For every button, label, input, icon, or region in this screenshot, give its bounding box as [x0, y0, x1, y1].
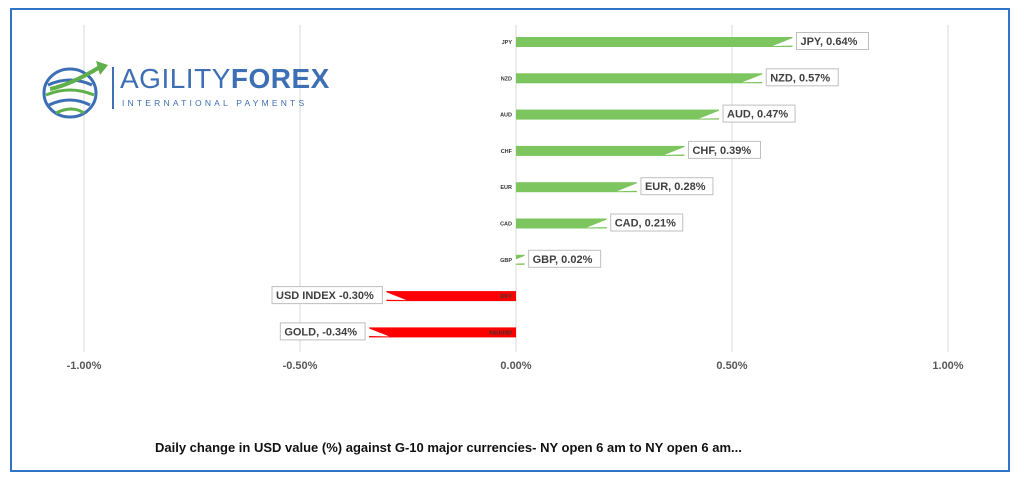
bar	[516, 218, 607, 229]
category-label: EUR	[500, 185, 512, 191]
data-label: AUD, 0.47%	[727, 109, 788, 121]
data-label-box	[640, 177, 714, 196]
logo-brand-part1: AGILITY	[120, 63, 231, 94]
globe-icon	[42, 61, 108, 119]
data-label-box	[279, 322, 366, 341]
data-label-box	[271, 286, 383, 305]
label-pointer	[699, 109, 724, 119]
bar	[516, 182, 637, 193]
data-label-box	[528, 249, 602, 268]
label-pointer	[616, 181, 641, 192]
data-label-box	[610, 213, 684, 232]
data-label: GBP, 0.02%	[533, 254, 593, 266]
category-label: DXY	[501, 294, 513, 300]
bar	[386, 291, 516, 302]
logo-brand-part2: FOREX	[230, 63, 330, 94]
agility-forex-logo: AGILITYFOREX INTERNATIONAL PAYMENTS	[40, 55, 329, 125]
category-label: XAUUSD	[489, 330, 512, 336]
data-label: CHF, 0.39%	[692, 145, 751, 157]
data-label: USD INDEX -0.30%	[276, 290, 374, 302]
label-pointer	[504, 254, 529, 264]
x-tick-label: 1.00%	[932, 360, 963, 372]
bar	[516, 73, 763, 84]
category-label: JPY	[502, 40, 513, 46]
x-tick-label: 0.00%	[500, 360, 531, 372]
data-label-box	[722, 104, 796, 123]
bar	[516, 145, 685, 156]
data-label-box	[687, 140, 761, 159]
data-label: EUR, 0.28%	[645, 181, 706, 193]
category-label: GBP	[500, 258, 512, 264]
logo-tagline: INTERNATIONAL PAYMENTS	[122, 98, 308, 108]
x-tick-label: -0.50%	[283, 360, 318, 372]
bar	[516, 37, 793, 47]
chart-caption: Daily change in USD value (%) against G-…	[155, 440, 742, 455]
data-label: GOLD, -0.34%	[284, 326, 357, 338]
category-label: NZD	[501, 76, 512, 82]
x-tick-label: 0.50%	[716, 360, 747, 372]
label-pointer	[742, 72, 767, 83]
label-pointer	[664, 145, 689, 155]
chart-frame	[10, 8, 1010, 472]
label-pointer	[586, 218, 611, 228]
label-pointer	[772, 36, 797, 46]
label-pointer	[382, 290, 407, 301]
bar	[369, 327, 516, 338]
bar	[516, 109, 720, 120]
category-label: AUD	[500, 113, 512, 119]
logo-divider	[112, 67, 114, 109]
category-label: CHF	[501, 149, 513, 155]
data-label: JPY, 0.64%	[800, 36, 857, 48]
x-tick-label: -1.00%	[67, 360, 102, 372]
data-label-box	[795, 32, 869, 50]
logo-brand: AGILITYFOREX	[120, 63, 330, 95]
data-label: CAD, 0.21%	[615, 218, 676, 230]
category-label: CAD	[500, 222, 512, 228]
data-label: NZD, 0.57%	[770, 72, 830, 84]
data-label-box	[765, 68, 839, 87]
label-pointer	[365, 326, 390, 337]
